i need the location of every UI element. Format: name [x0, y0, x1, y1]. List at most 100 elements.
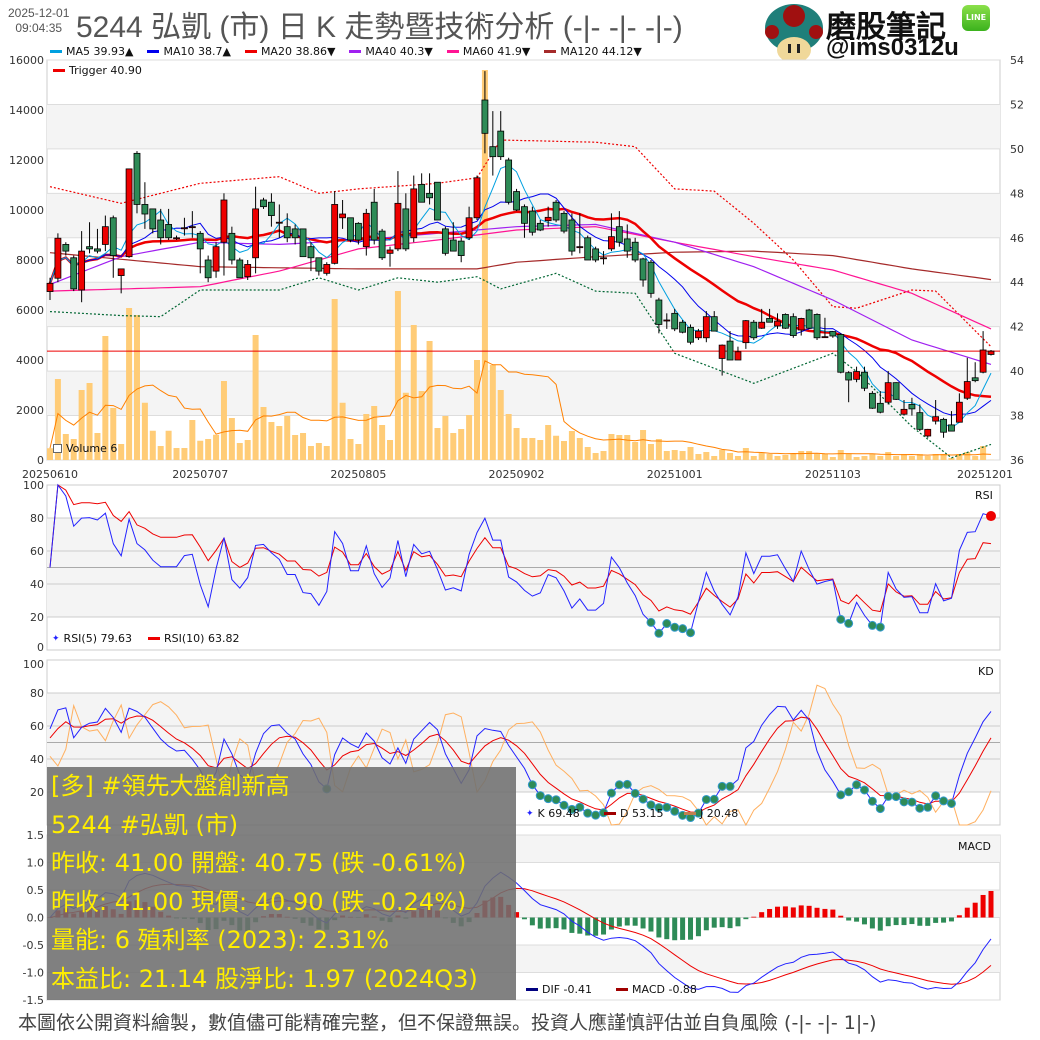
volume-bar — [323, 446, 330, 460]
volume-bar — [964, 452, 971, 460]
date-tick-label: 20250805 — [330, 468, 386, 481]
candle-down — [916, 412, 924, 430]
line-app-icon[interactable]: LINE — [962, 5, 990, 31]
candle-up — [900, 408, 908, 415]
volume-bar — [584, 447, 591, 460]
date-tick-label: 20250902 — [489, 468, 545, 481]
legend-ma5: MA5 39.93▲ — [50, 45, 133, 58]
volume-bar — [466, 415, 473, 460]
macd-hist-negative — [877, 917, 883, 931]
kd-oversold-marker — [939, 796, 949, 806]
rsi-oversold-marker — [686, 628, 696, 638]
candle-down — [805, 309, 813, 329]
volume-tick-label: 4000 — [16, 354, 44, 367]
volume-bar — [434, 428, 441, 460]
rsi-oversold-marker — [662, 619, 672, 629]
candle-up — [125, 168, 133, 258]
volume-bar — [118, 444, 125, 460]
candle-down — [236, 259, 244, 279]
volume-bar — [86, 383, 93, 460]
candle-up — [797, 318, 805, 331]
legend-ma5-label: MA5 39.93▲ — [66, 45, 134, 58]
volume-bar — [568, 431, 575, 460]
macd-hist-negative — [680, 917, 686, 940]
volume-bar — [576, 438, 583, 460]
volume-bar — [110, 408, 117, 460]
candle-down — [157, 219, 165, 239]
candle-up — [734, 351, 742, 361]
price-tick-label: 46 — [1010, 232, 1024, 245]
kd-tick-label: 80 — [30, 687, 44, 700]
volume-bar — [932, 454, 939, 460]
macd-hist-negative — [901, 917, 907, 926]
macd-hist-negative — [601, 917, 607, 935]
rsi-oversold-marker — [867, 620, 877, 630]
volume-bar — [497, 390, 504, 460]
rsi-tick-label: 0 — [37, 641, 44, 654]
candle-up — [54, 237, 62, 279]
volume-tick-label: 2000 — [16, 404, 44, 417]
legend-ma40-label: MA40 40.3▼ — [365, 45, 433, 58]
volume-bar — [901, 454, 908, 460]
kd-oversold-marker — [923, 802, 933, 812]
volume-bar — [845, 454, 852, 460]
legend-k: ✦ K 69.48 — [526, 807, 580, 820]
kd-oversold-marker — [670, 806, 680, 816]
macd-hist-positive — [782, 906, 788, 918]
macd-hist-negative — [688, 917, 694, 940]
candle-up — [955, 401, 963, 423]
candle-down — [639, 258, 647, 281]
rsi-panel-title: RSI — [975, 489, 993, 502]
macd-tick-label: 0.5 — [27, 884, 45, 897]
volume-bar — [133, 315, 140, 460]
candle-down — [940, 418, 947, 433]
volume-tick-label: 12000 — [9, 154, 44, 167]
candle-up — [117, 268, 125, 276]
kd-oversold-marker — [591, 810, 601, 820]
volume-bar — [47, 448, 53, 460]
volume-yield-info: 量能: 6 殖利率 (2023): 2.31% — [51, 926, 390, 954]
candle-down — [497, 130, 505, 158]
macd-hist-positive — [838, 915, 844, 918]
candle-up — [695, 330, 702, 339]
rsi-tick-label: 60 — [30, 545, 44, 558]
candle-down — [505, 159, 513, 203]
candle-down — [829, 331, 837, 337]
kd-oversold-marker — [899, 797, 909, 807]
volume-bar — [861, 456, 868, 460]
disclaimer: 本圖依公開資料繪製，數值儘可能精確完整，但不保證無誤。投資人應謹慎評估並自負風險… — [18, 1012, 877, 1034]
date-tick-label: 20251103 — [805, 468, 861, 481]
candle-down — [283, 226, 291, 239]
ma60-line — [49, 226, 992, 330]
candle-up — [394, 202, 402, 250]
kd-oversold-marker — [622, 779, 632, 789]
kd-oversold-marker — [551, 795, 561, 805]
macd-hist-negative — [909, 917, 915, 925]
macd-hist-negative — [735, 917, 741, 927]
price-tick-label: 50 — [1010, 143, 1024, 156]
macd-hist-negative — [941, 917, 947, 923]
macd-tick-label: -1.5 — [23, 994, 44, 1007]
macd-panel-title: MACD — [958, 840, 991, 853]
volume-bar — [410, 325, 417, 460]
candle-down — [876, 402, 884, 413]
kd-tick-label: 60 — [30, 720, 44, 733]
bollinger-lower-line — [49, 272, 992, 459]
legend-ma20: MA20 38.86▼ — [244, 45, 335, 58]
volume-bar — [418, 391, 425, 460]
volume-bar — [402, 392, 409, 460]
candle-down — [489, 146, 497, 158]
legend-ma10: MA10 38.7▲ — [147, 45, 231, 58]
volume-bar — [141, 402, 148, 460]
kd-oversold-marker — [575, 802, 585, 812]
macd-hist-positive — [806, 905, 812, 918]
ma-legend: MA5 39.93▲ MA10 38.7▲ MA20 38.86▼ MA40 4… — [50, 45, 642, 58]
volume-bar — [695, 454, 702, 460]
volume-tick-label: 16000 — [9, 54, 44, 67]
volume-bar — [331, 299, 338, 460]
macd-hist-negative — [537, 917, 543, 929]
volume-bar — [394, 291, 401, 460]
volume-bar — [62, 434, 69, 460]
candle-up — [576, 246, 584, 249]
rsi-tick-label: 40 — [30, 578, 44, 591]
